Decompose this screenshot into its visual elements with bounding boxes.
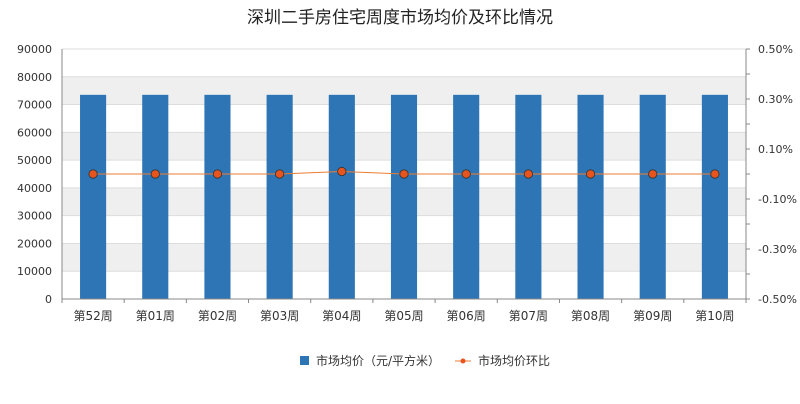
price-bar: [142, 94, 169, 299]
change-point: [585, 169, 596, 179]
change-point: [523, 169, 533, 179]
price-bar: [639, 94, 666, 299]
right-y-axis: -0.50% -0.30% -0.10% 0.10% 0.30% 0.50%: [745, 43, 797, 306]
change-point: [399, 169, 409, 179]
price-bar: [701, 94, 728, 299]
x-tick-label: 第03周: [260, 309, 299, 323]
left-tick-label: 50000: [17, 154, 52, 167]
change-point: [275, 169, 285, 179]
bar-series: [80, 94, 728, 299]
legend-swatch-marker: [460, 358, 466, 364]
legend-label-price: 市场均价（元/平方米）: [316, 353, 440, 368]
legend-item-change[interactable]: 市场均价环比: [455, 353, 550, 368]
legend[interactable]: 市场均价（元/平方米） 市场均价环比: [300, 353, 550, 368]
left-y-axis: 0 10000 20000 30000 40000 50000 60000 70000 8000…: [17, 43, 63, 306]
change-point: [150, 169, 160, 179]
change-point: [212, 169, 223, 179]
price-bar: [515, 94, 542, 299]
line-series: [88, 166, 720, 179]
left-tick-label: 40000: [17, 182, 52, 195]
x-tick-label: 第52周: [73, 309, 112, 323]
left-tick-label: 80000: [17, 71, 52, 84]
left-tick-label: 0: [45, 293, 52, 306]
x-tick-label: 第06周: [447, 309, 486, 323]
x-tick-label: 第09周: [633, 309, 672, 323]
x-tick-label: 第10周: [695, 309, 734, 323]
left-tick-label: 10000: [17, 265, 52, 278]
x-tick-label: 第07周: [509, 309, 548, 323]
left-tick-label: 60000: [17, 126, 52, 139]
right-tick-label: -0.30%: [758, 243, 797, 256]
left-tick-label: 90000: [17, 43, 52, 56]
right-tick-label: 0.30%: [758, 93, 793, 106]
x-tick-label: 第01周: [136, 309, 175, 323]
price-bar: [204, 94, 231, 299]
x-tick-label: 第05周: [384, 309, 423, 323]
legend-swatch-bar: [300, 356, 309, 365]
right-tick-label: -0.10%: [758, 193, 797, 206]
price-bar: [577, 94, 604, 299]
price-bar: [390, 94, 418, 299]
price-bar: [80, 94, 107, 299]
chart-title: 深圳二手房住宅周度市场均价及环比情况: [247, 8, 553, 28]
change-point: [461, 169, 471, 179]
x-axis: 第52周 第01周 第02周 第03周 第04周 第05周 第06周 第07周 第08周 第09周…: [61, 298, 747, 323]
change-point: [648, 169, 658, 179]
legend-label-change: 市场均价环比: [478, 353, 550, 368]
legend-item-price[interactable]: 市场均价（元/平方米）: [300, 353, 440, 368]
price-bar: [328, 94, 355, 299]
change-point: [710, 169, 720, 179]
left-tick-label: 20000: [17, 237, 52, 250]
change-point: [88, 169, 98, 179]
change-point: [337, 166, 347, 177]
price-bar: [266, 94, 293, 299]
x-tick-label: 第08周: [571, 309, 610, 323]
x-tick-label: 第04周: [322, 309, 361, 323]
price-bar: [453, 94, 480, 299]
left-tick-label: 30000: [17, 210, 52, 223]
x-tick-label: 第02周: [198, 309, 237, 323]
right-tick-label: 0.10%: [758, 143, 793, 156]
left-tick-label: 70000: [17, 99, 52, 112]
right-tick-label: 0.50%: [758, 43, 793, 56]
right-tick-label: -0.50%: [758, 293, 797, 306]
